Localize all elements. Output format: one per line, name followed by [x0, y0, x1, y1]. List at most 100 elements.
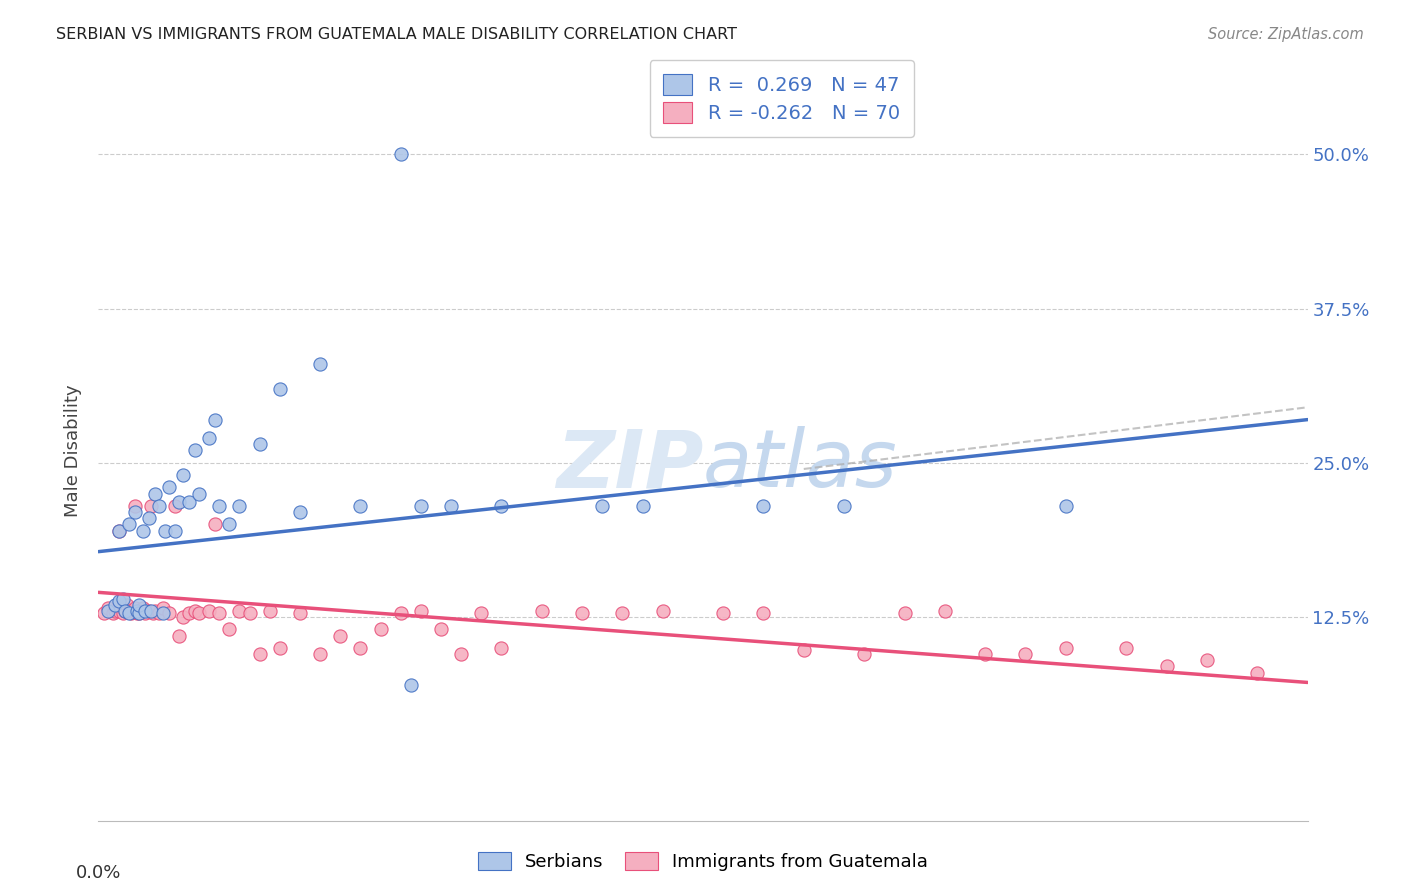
- Point: [752, 607, 775, 621]
- Text: SERBIAN VS IMMIGRANTS FROM GUATEMALA MALE DISABILITY CORRELATION CHART: SERBIAN VS IMMIGRANTS FROM GUATEMALA MAL…: [56, 27, 737, 42]
- Point: [121, 604, 143, 618]
- Point: [97, 601, 120, 615]
- Point: [853, 647, 876, 661]
- Point: [470, 607, 492, 621]
- Point: [163, 524, 186, 538]
- Point: [389, 607, 412, 621]
- Point: [148, 607, 170, 621]
- Point: [103, 604, 125, 618]
- Point: [329, 629, 352, 643]
- Point: [612, 607, 634, 621]
- Point: [409, 604, 432, 618]
- Point: [269, 382, 291, 396]
- Point: [1054, 499, 1077, 513]
- Point: [309, 357, 332, 371]
- Point: [128, 607, 150, 621]
- Point: [309, 647, 332, 661]
- Point: [491, 499, 513, 513]
- Point: [832, 499, 855, 513]
- Point: [184, 443, 207, 458]
- Point: [349, 499, 371, 513]
- Point: [114, 604, 136, 618]
- Point: [389, 147, 412, 161]
- Point: [1115, 640, 1137, 655]
- Point: [204, 412, 226, 426]
- Point: [530, 604, 553, 618]
- Point: [138, 511, 160, 525]
- Point: [204, 517, 226, 532]
- Point: [288, 607, 311, 621]
- Point: [288, 505, 311, 519]
- Point: [1054, 640, 1077, 655]
- Text: ZIP: ZIP: [555, 426, 703, 504]
- Point: [167, 495, 190, 509]
- Point: [228, 604, 250, 618]
- Point: [1195, 653, 1218, 667]
- Point: [132, 601, 155, 615]
- Point: [128, 598, 150, 612]
- Point: [118, 604, 141, 618]
- Point: [128, 607, 150, 621]
- Point: [93, 607, 115, 621]
- Point: [124, 499, 146, 513]
- Point: [218, 623, 240, 637]
- Point: [120, 607, 142, 621]
- Point: [370, 623, 392, 637]
- Point: [591, 499, 613, 513]
- Point: [249, 647, 271, 661]
- Point: [793, 643, 815, 657]
- Point: [125, 604, 148, 618]
- Point: [172, 468, 194, 483]
- Point: [399, 678, 422, 692]
- Point: [440, 499, 463, 513]
- Point: [409, 499, 432, 513]
- Point: [179, 495, 201, 509]
- Point: [711, 607, 734, 621]
- Point: [167, 629, 190, 643]
- Point: [157, 607, 180, 621]
- Point: [124, 505, 146, 519]
- Point: [179, 607, 201, 621]
- Point: [134, 604, 156, 618]
- Point: [631, 499, 654, 513]
- Point: [163, 499, 186, 513]
- Point: [208, 607, 231, 621]
- Point: [1156, 659, 1178, 673]
- Text: atlas: atlas: [703, 426, 898, 504]
- Point: [134, 607, 156, 621]
- Point: [103, 598, 125, 612]
- Point: [430, 623, 453, 637]
- Point: [491, 640, 513, 655]
- Point: [143, 486, 166, 500]
- Point: [752, 499, 775, 513]
- Point: [228, 499, 250, 513]
- Point: [143, 604, 166, 618]
- Point: [571, 607, 593, 621]
- Point: [218, 517, 240, 532]
- Point: [450, 647, 472, 661]
- Point: [1246, 665, 1268, 680]
- Point: [139, 604, 162, 618]
- Point: [153, 524, 176, 538]
- Point: [198, 431, 221, 445]
- Point: [148, 499, 170, 513]
- Point: [107, 524, 129, 538]
- Point: [184, 604, 207, 618]
- Point: [111, 607, 134, 621]
- Point: [269, 640, 291, 655]
- Point: [259, 604, 281, 618]
- Point: [139, 499, 162, 513]
- Point: [107, 524, 129, 538]
- Point: [172, 610, 194, 624]
- Point: [105, 601, 128, 615]
- Point: [349, 640, 371, 655]
- Point: [1014, 647, 1036, 661]
- Point: [129, 604, 152, 618]
- Point: [132, 524, 155, 538]
- Point: [249, 437, 271, 451]
- Point: [118, 517, 141, 532]
- Point: [118, 607, 141, 621]
- Point: [198, 604, 221, 618]
- Point: [974, 647, 997, 661]
- Point: [152, 601, 174, 615]
